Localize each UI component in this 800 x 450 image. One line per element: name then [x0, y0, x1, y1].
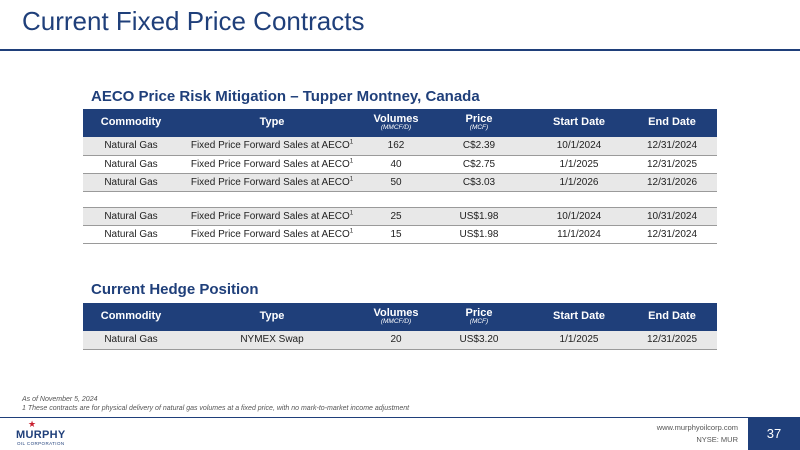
- header-volumes: Volumes (MMCF/D): [365, 109, 427, 137]
- cell-end-date: 12/31/2024: [627, 137, 717, 156]
- header-start-date: Start Date: [531, 303, 627, 331]
- header-end-date: End Date: [627, 303, 717, 331]
- header-price: Price (MCF): [427, 109, 531, 137]
- section-title-hedge: Current Hedge Position: [91, 281, 259, 298]
- spacer-cell: [83, 191, 717, 208]
- cell-price: US$1.98: [427, 225, 531, 244]
- header-volumes-unit: (MMCF/D): [380, 124, 412, 132]
- header-volumes-label: Volumes: [373, 112, 419, 125]
- footer-divider: [0, 417, 800, 418]
- footnote-1: 1 These contracts are for physical deliv…: [22, 405, 410, 412]
- cell-commodity: Natural Gas: [83, 331, 179, 350]
- cell-end-date: 12/31/2025: [627, 331, 717, 350]
- cell-price: US$3.20: [427, 331, 531, 350]
- header-volumes: Volumes (MMCF/D): [365, 303, 427, 331]
- cell-type: Fixed Price Forward Sales at AECO1: [179, 137, 365, 156]
- cell-type: Fixed Price Forward Sales at AECO1: [179, 225, 365, 244]
- cell-end-date: 12/31/2026: [627, 173, 717, 192]
- cell-type-text: Fixed Price Forward Sales at AECO: [190, 228, 350, 240]
- header-commodity: Commodity: [83, 109, 179, 137]
- table-row: Natural Gas Fixed Price Forward Sales at…: [83, 137, 717, 156]
- logo-subtitle: OIL CORPORATION: [17, 441, 65, 446]
- page-title: Current Fixed Price Contracts: [22, 6, 365, 36]
- footnote-marker: 1: [349, 210, 354, 217]
- header-price-unit: (MCF): [469, 124, 489, 132]
- cell-start-date: 10/1/2024: [531, 137, 627, 156]
- cell-commodity: Natural Gas: [83, 225, 179, 244]
- cell-volumes: 15: [365, 225, 427, 244]
- table-row: Natural Gas Fixed Price Forward Sales at…: [83, 173, 717, 192]
- cell-type-text: Fixed Price Forward Sales at AECO: [190, 210, 350, 222]
- cell-type-text: Fixed Price Forward Sales at AECO: [190, 140, 350, 152]
- cell-type: Fixed Price Forward Sales at AECO1: [179, 207, 365, 226]
- cell-start-date: 1/1/2026: [531, 173, 627, 192]
- cell-type-text: Fixed Price Forward Sales at AECO: [190, 158, 350, 170]
- header-price-unit: (MCF): [469, 318, 489, 326]
- section-title-aeco: AECO Price Risk Mitigation – Tupper Mont…: [91, 88, 480, 105]
- title-divider: [0, 49, 800, 51]
- cell-price: US$1.98: [427, 207, 531, 226]
- stock-ticker: NYSE: MUR: [696, 435, 738, 444]
- header-type: Type: [179, 109, 365, 137]
- cell-volumes: 50: [365, 173, 427, 192]
- cell-end-date: 10/31/2024: [627, 207, 717, 226]
- table-row: Natural Gas Fixed Price Forward Sales at…: [83, 155, 717, 174]
- table-header-row: Commodity Type Volumes (MMCF/D) Price (MCF…: [83, 303, 717, 331]
- header-price-label: Price: [465, 112, 493, 125]
- header-end-date: End Date: [627, 109, 717, 137]
- header-volumes-label: Volumes: [373, 306, 419, 319]
- cell-volumes: 40: [365, 155, 427, 174]
- cell-type: Fixed Price Forward Sales at AECO1: [179, 173, 365, 192]
- cell-commodity: Natural Gas: [83, 155, 179, 174]
- footnote-marker: 1: [349, 176, 354, 183]
- aeco-contracts-table: Commodity Type Volumes (MMCF/D) Price (MCF…: [83, 109, 717, 244]
- page-number: 37: [748, 417, 800, 450]
- logo-name: MURPHY: [16, 429, 66, 441]
- cell-type-text: Fixed Price Forward Sales at AECO: [190, 176, 350, 188]
- star-icon: ★: [28, 419, 37, 429]
- cell-commodity: Natural Gas: [83, 207, 179, 226]
- cell-volumes: 20: [365, 331, 427, 350]
- footnote-marker: 1: [349, 158, 354, 165]
- cell-start-date: 11/1/2024: [531, 225, 627, 244]
- header-commodity: Commodity: [83, 303, 179, 331]
- table-row: Natural Gas Fixed Price Forward Sales at…: [83, 225, 717, 244]
- header-price: Price (MCF): [427, 303, 531, 331]
- footnote-date: As of November 5, 2024: [22, 396, 98, 403]
- hedge-position-table: Commodity Type Volumes (MMCF/D) Price (MCF…: [83, 303, 717, 350]
- cell-type: Fixed Price Forward Sales at AECO1: [179, 155, 365, 174]
- cell-volumes: 25: [365, 207, 427, 226]
- cell-start-date: 1/1/2025: [531, 331, 627, 350]
- table-row: Natural Gas NYMEX Swap 20 US$3.20 1/1/20…: [83, 331, 717, 350]
- header-price-label: Price: [465, 306, 493, 319]
- cell-start-date: 10/1/2024: [531, 207, 627, 226]
- cell-end-date: 12/31/2025: [627, 155, 717, 174]
- cell-type: NYMEX Swap: [179, 331, 365, 350]
- cell-price: C$2.39: [427, 137, 531, 156]
- header-volumes-unit: (MMCF/D): [380, 318, 412, 326]
- cell-commodity: Natural Gas: [83, 173, 179, 192]
- table-row: Natural Gas Fixed Price Forward Sales at…: [83, 207, 717, 226]
- cell-volumes: 162: [365, 137, 427, 156]
- table-header-row: Commodity Type Volumes (MMCF/D) Price (MCF…: [83, 109, 717, 137]
- header-start-date: Start Date: [531, 109, 627, 137]
- cell-price: C$3.03: [427, 173, 531, 192]
- cell-price: C$2.75: [427, 155, 531, 174]
- header-type: Type: [179, 303, 365, 331]
- cell-commodity: Natural Gas: [83, 137, 179, 156]
- website-url: www.murphyoilcorp.com: [656, 423, 738, 432]
- cell-end-date: 12/31/2024: [627, 225, 717, 244]
- footnote-marker: 1: [349, 139, 354, 146]
- footnote-marker: 1: [349, 228, 354, 235]
- table-spacer-row: [83, 191, 717, 208]
- murphy-logo: ★ MURPHY OIL CORPORATION: [14, 419, 74, 447]
- cell-start-date: 1/1/2025: [531, 155, 627, 174]
